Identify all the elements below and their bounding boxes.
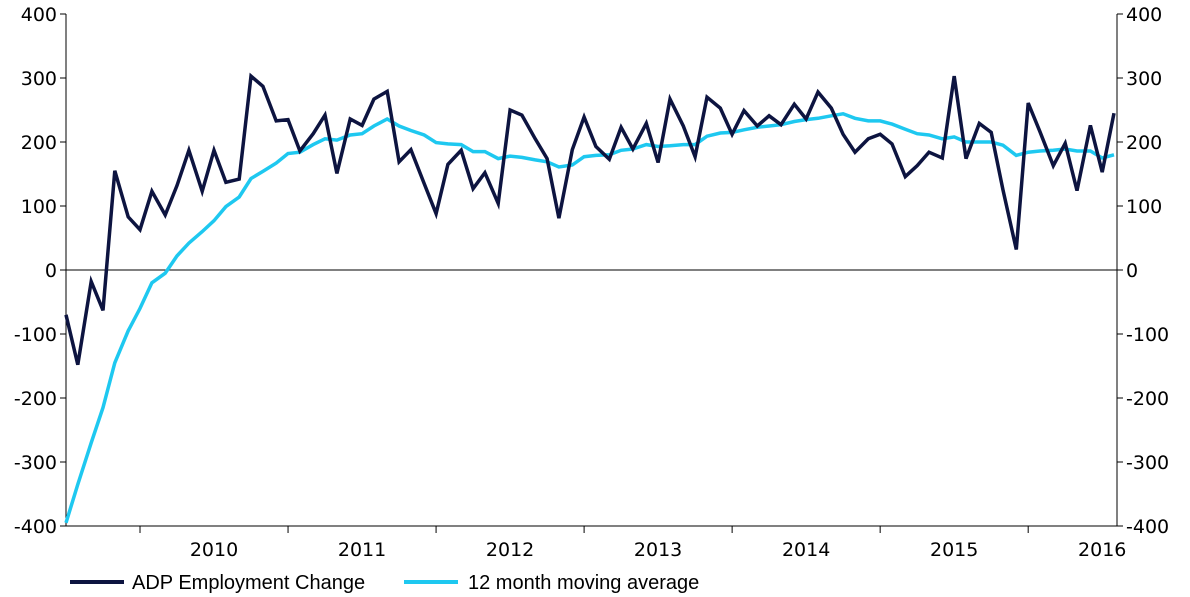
right-tick-label: 300	[1126, 68, 1162, 90]
left-tick-label: -300	[14, 452, 57, 474]
x-tick-label: 2013	[634, 539, 682, 561]
right-tick-label: 200	[1126, 132, 1162, 154]
legend-label-adp: ADP Employment Change	[132, 572, 365, 594]
right-y-axis: 400 300 200 100 0 -100 -200 -300 -400	[1116, 4, 1169, 538]
x-tick-label: 2011	[338, 539, 386, 561]
x-tick-label: 2010	[190, 539, 238, 561]
left-tick-label: -400	[14, 516, 57, 538]
series-line-12-month-moving-average	[64, 111, 1115, 524]
right-tick-label: -200	[1126, 388, 1169, 410]
left-tick-label: -200	[14, 388, 57, 410]
x-tick-label: 2015	[930, 539, 978, 561]
left-tick-label: -100	[14, 324, 57, 346]
left-tick-label: 400	[21, 4, 57, 26]
right-tick-label: -300	[1126, 452, 1169, 474]
series-layer	[64, 72, 1116, 524]
right-tick-label: 400	[1126, 4, 1162, 26]
legend: ADP Employment Change 12 month moving av…	[70, 572, 699, 594]
x-tick-label: 2012	[486, 539, 534, 561]
left-tick-label: 100	[21, 196, 57, 218]
right-tick-label: -400	[1126, 516, 1169, 538]
left-tick-label: 300	[21, 68, 57, 90]
left-tick-label: 0	[45, 260, 57, 282]
x-tick-label: 2016	[1078, 539, 1126, 561]
right-tick-label: 100	[1126, 196, 1162, 218]
x-axis: 2010 2011 2012 2013 2014 2015 2016	[66, 525, 1126, 561]
legend-label-moving-average: 12 month moving average	[468, 572, 699, 594]
right-tick-label: 0	[1126, 260, 1138, 282]
series-line-adp-employment-change	[64, 72, 1116, 366]
left-tick-label: 200	[21, 132, 57, 154]
left-y-axis: 400 300 200 100 0 -100 -200 -300 -400	[14, 4, 67, 538]
right-tick-label: -100	[1126, 324, 1169, 346]
x-tick-label: 2014	[782, 539, 830, 561]
